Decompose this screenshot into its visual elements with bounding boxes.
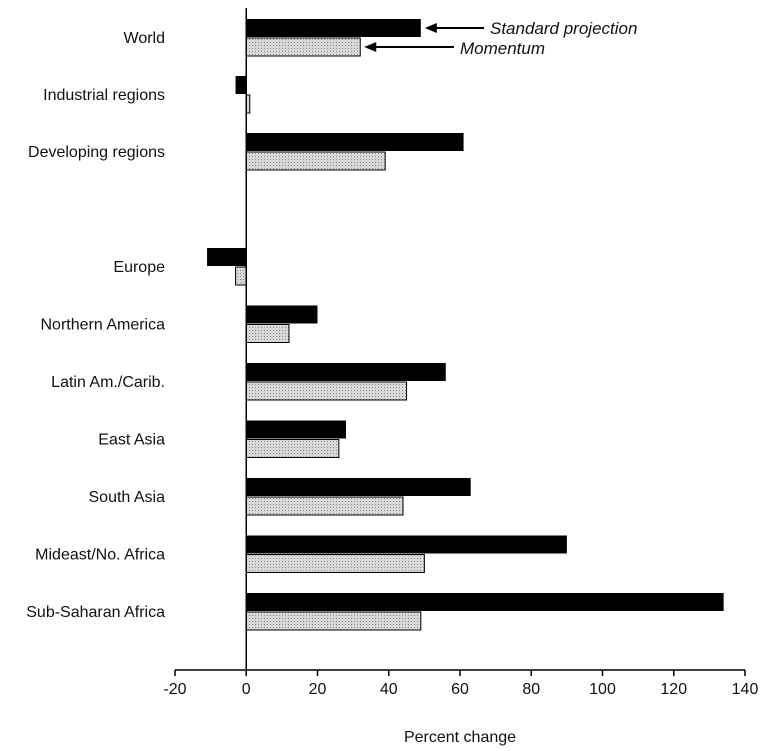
bar-momentum-5: [245, 381, 408, 401]
bar-momentum-3: [235, 266, 247, 286]
x-tick-label: 80: [522, 681, 540, 698]
bar-momentum-2: [245, 151, 386, 171]
category-label: Latin Am./Carib.: [51, 374, 165, 391]
bar-standard-2: [246, 133, 464, 151]
bar-standard-1: [235, 76, 247, 94]
bar-standard-6: [246, 420, 346, 439]
x-ticks-group: -20 0 20 40 60 80 100 120 140: [163, 670, 758, 698]
bar-standard-4: [246, 305, 318, 324]
x-tick-label: 20: [309, 681, 327, 698]
legend-standard-arrow-head: [424, 23, 437, 33]
bar-standard-7: [246, 478, 471, 496]
category-label: East Asia: [98, 432, 165, 449]
x-tick-label: 0: [242, 681, 251, 698]
category-label: Mideast/No. Africa: [35, 547, 165, 564]
legend-momentum-arrow-head: [364, 42, 377, 52]
x-tick-label: 140: [732, 681, 759, 698]
bar-standard-9: [246, 593, 724, 611]
x-tick-label: 120: [660, 681, 687, 698]
category-label: Northern America: [41, 317, 166, 334]
bar-standard-0: [246, 19, 421, 37]
bar-standard-3: [207, 248, 247, 266]
x-tick-label: 40: [380, 681, 398, 698]
bars-group: [207, 19, 724, 631]
bar-standard-8: [246, 535, 567, 554]
legend-standard-label: Standard projection: [490, 19, 637, 38]
legend-momentum-label: Momentum: [460, 39, 545, 58]
bar-momentum-4: [245, 324, 290, 343]
x-tick-label: 60: [451, 681, 469, 698]
category-label: Sub-Saharan Africa: [26, 604, 165, 621]
bar-momentum-8: [245, 554, 425, 573]
bar-standard-5: [246, 363, 446, 381]
category-labels-group: World Industrial regions Developing region…: [26, 30, 165, 621]
x-tick-label: -20: [163, 681, 186, 698]
category-label: Developing regions: [28, 144, 165, 161]
bar-momentum-0: [245, 37, 361, 57]
category-label: South Asia: [89, 489, 166, 506]
category-label: Europe: [113, 259, 165, 276]
x-axis-title: Percent change: [404, 729, 516, 746]
x-tick-label: 100: [589, 681, 616, 698]
bar-momentum-9: [245, 611, 422, 631]
bar-momentum-6: [245, 439, 340, 458]
bar-momentum-7: [245, 496, 404, 516]
category-label: World: [124, 30, 166, 47]
category-label: Industrial regions: [43, 87, 165, 104]
